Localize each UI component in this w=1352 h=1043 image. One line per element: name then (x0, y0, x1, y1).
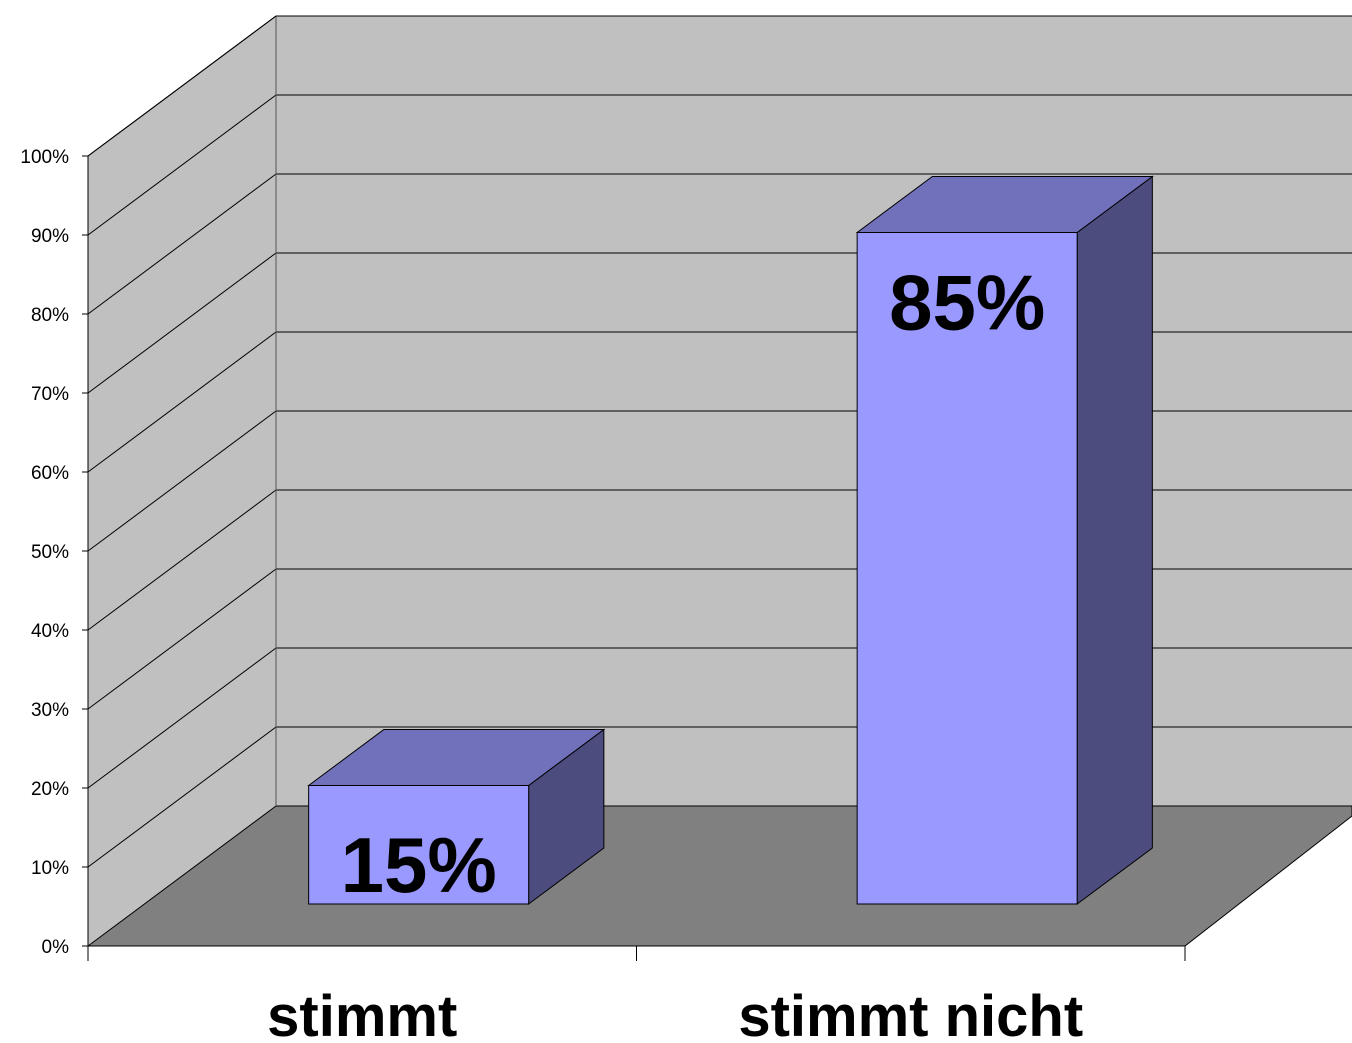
bar-side (1076, 175, 1153, 905)
gridline-side (87, 331, 277, 473)
y-tick-label: 0% (42, 937, 70, 958)
y-tick-label: 70% (31, 384, 69, 405)
gridline-side (87, 489, 277, 631)
floor (86, 805, 1352, 947)
category-label: stimmt nicht (738, 984, 1083, 1043)
gridline-side (87, 173, 277, 315)
category-label: stimmt (267, 984, 457, 1043)
bar (856, 232, 1078, 905)
y-tick-label: 60% (31, 463, 69, 484)
y-tick-label: 40% (31, 621, 69, 642)
gridline-side (87, 647, 277, 789)
data-label: 15% (341, 821, 497, 909)
y-tick-label: 30% (31, 700, 69, 721)
y-tick-label: 20% (31, 779, 69, 800)
gridline-side (87, 94, 277, 236)
gridline-side (87, 568, 277, 710)
gridline-side (87, 252, 277, 394)
y-tick-label: 100% (20, 147, 69, 168)
y-tick-label: 80% (31, 305, 69, 326)
top-side-edge (87, 15, 277, 157)
data-label: 85% (889, 259, 1045, 347)
y-tick-label: 90% (31, 226, 69, 247)
chart-walls (86, 16, 1352, 947)
bars (307, 175, 1154, 905)
labels: 0% 10% 20% 30% 40% 50% 60% 70% 80% 90% 100% 15% stim… (20, 147, 1083, 1043)
gridline-side (87, 410, 277, 552)
bar (308, 785, 530, 905)
axes (82, 15, 1352, 961)
y-tick-label: 50% (31, 542, 69, 563)
y-tick-label: 10% (31, 858, 69, 879)
gridline-side (87, 726, 277, 868)
